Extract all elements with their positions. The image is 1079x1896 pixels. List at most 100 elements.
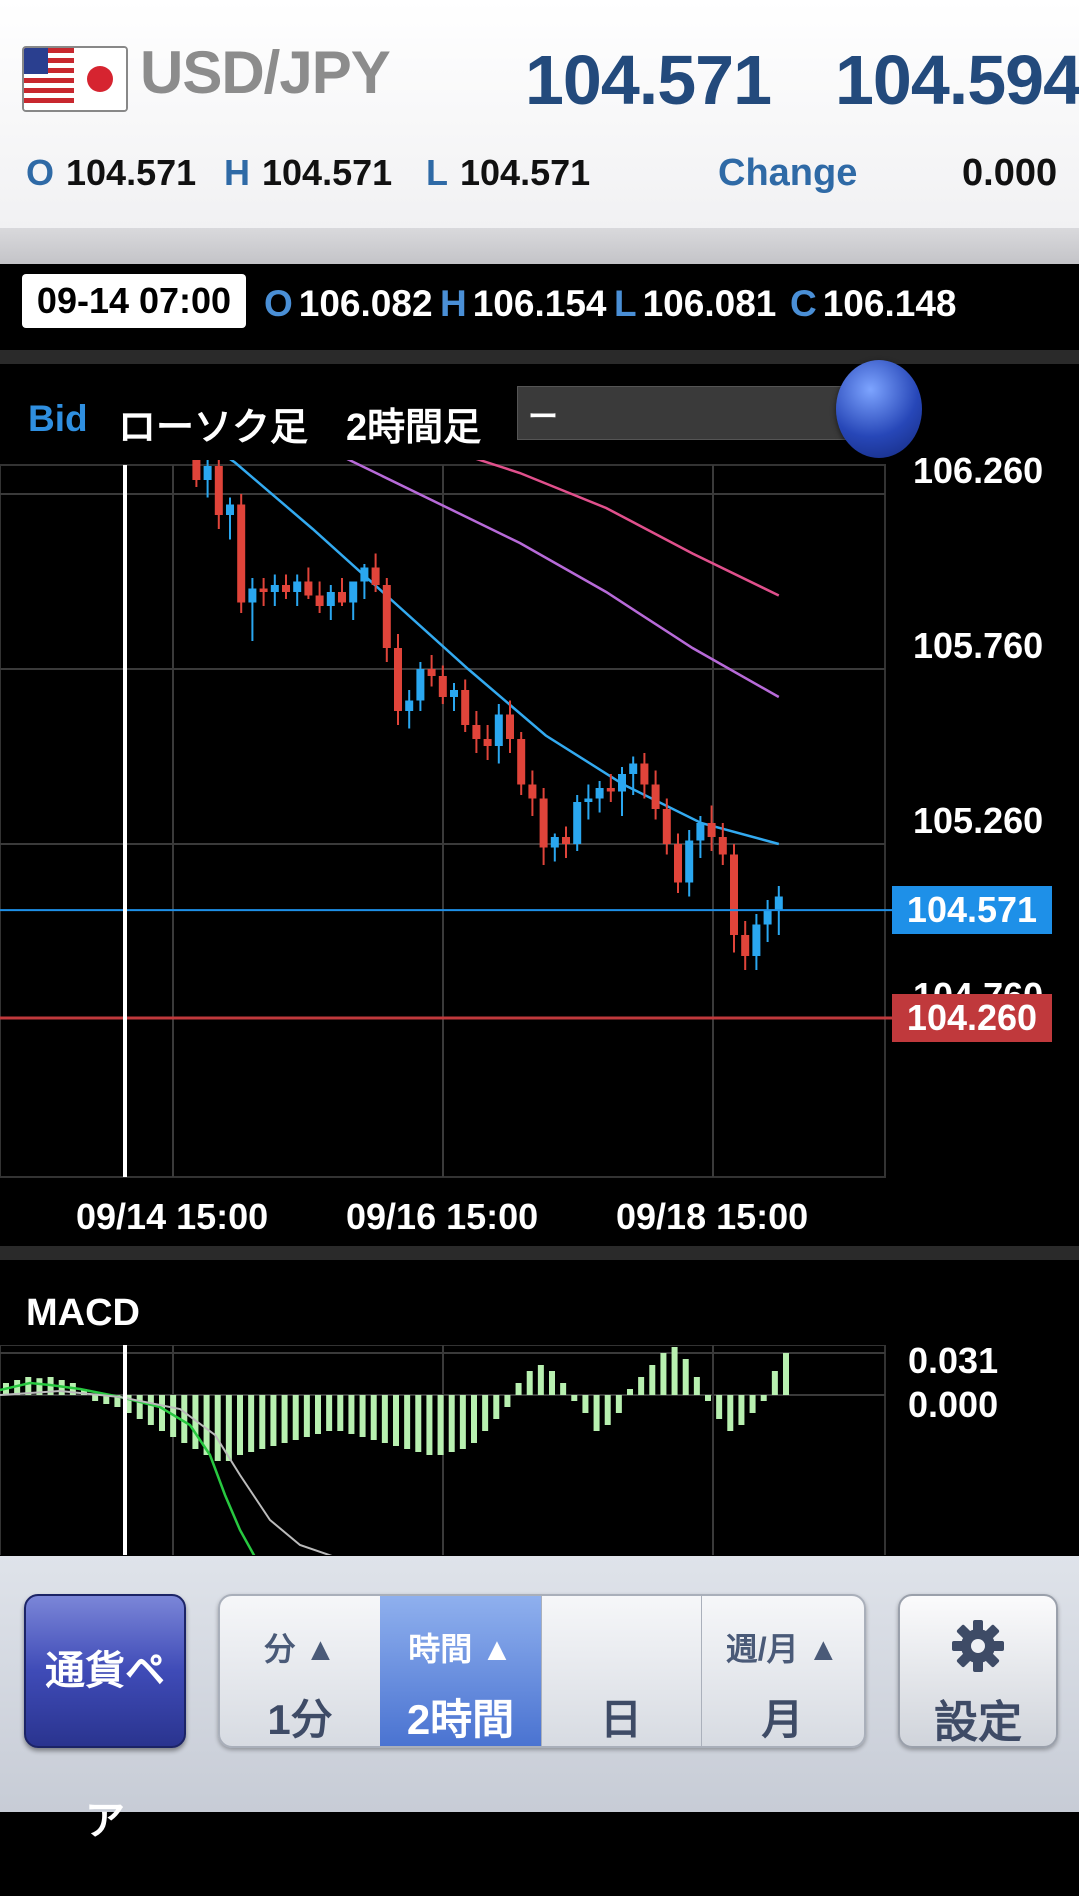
candle-body (371, 567, 380, 585)
candle-body (696, 823, 705, 841)
macd-histogram-bar (448, 1395, 455, 1452)
segment-top-label: 週/月 ▲ (725, 1631, 840, 1667)
candle-body (472, 725, 481, 739)
candle-body (640, 763, 649, 785)
macd-histogram-bar (615, 1395, 622, 1413)
candle-body (349, 581, 358, 603)
candle-body (662, 809, 671, 844)
macd-histogram-bar (738, 1395, 745, 1425)
settings-button[interactable]: 設定 (898, 1594, 1058, 1748)
candle-body (741, 935, 750, 956)
header-divider (0, 228, 1079, 264)
candle-body (382, 585, 391, 648)
macd-histogram-bar (705, 1395, 711, 1401)
timeframe-segment-2[interactable]: 日 (541, 1596, 702, 1746)
macd-histogram-bar (370, 1395, 377, 1440)
candle-body (506, 714, 514, 739)
macd-histogram-bar (159, 1395, 165, 1431)
low-value: 104.571 (460, 152, 591, 193)
moving-average-line (229, 460, 780, 846)
macd-histogram-bar (627, 1389, 633, 1395)
candle-body (573, 802, 582, 844)
macd-histogram-bar (25, 1377, 32, 1395)
candle-body (539, 798, 548, 848)
candle-body (606, 788, 615, 792)
bid-price: 104.571 (525, 41, 772, 119)
segment-bottom-label: 1分 (267, 1696, 333, 1743)
chart-scroll-slider[interactable] (517, 386, 863, 440)
macd-histogram-bar (638, 1377, 645, 1395)
y-tick-label: 106.260 (913, 450, 1044, 491)
candle-body (304, 581, 313, 596)
macd-histogram-bar (303, 1395, 310, 1437)
macd-histogram-bar (783, 1353, 789, 1395)
candle-body (405, 700, 414, 711)
macd-histogram-bar (493, 1395, 500, 1419)
macd-y-tick: 0.031 (908, 1340, 999, 1381)
macd-histogram-bar (359, 1395, 366, 1437)
macd-histogram-bar (771, 1371, 778, 1395)
macd-histogram-bar (549, 1371, 555, 1395)
open-value: 104.571 (66, 152, 197, 193)
cursor-open: O 106.082 (264, 283, 433, 325)
cursor-low-value: 106.081 (642, 283, 777, 324)
open-stat: O 104.571 (26, 152, 196, 194)
segment-top-label: 時間 ▲ (408, 1631, 513, 1667)
cursor-high-key: H (440, 283, 467, 324)
cursor-open-key: O (264, 283, 293, 324)
slider-knob[interactable] (836, 360, 922, 458)
timeframe-segment-0[interactable]: 分 ▲ 1分 (220, 1596, 381, 1746)
candle-body (483, 739, 492, 746)
candlestick-chart[interactable] (0, 460, 1079, 1200)
candle-body (517, 739, 526, 785)
candle-body (360, 567, 369, 582)
current-price-tag: 104.571 (892, 886, 1052, 935)
currency-pair-label[interactable]: USD/JPY (140, 39, 391, 106)
macd-histogram-bar (248, 1395, 255, 1452)
cursor-high: H 106.154 (440, 283, 606, 325)
timeframe-segment-3[interactable]: 週/月 ▲ 月 (701, 1596, 864, 1746)
cursor-high-value: 106.154 (472, 283, 607, 324)
candle-body (270, 585, 279, 592)
macd-histogram-bar (682, 1359, 689, 1395)
macd-histogram-bar (593, 1395, 600, 1431)
gear-icon (952, 1620, 1004, 1672)
macd-histogram-bar (671, 1347, 678, 1395)
macd-histogram-bar (716, 1395, 723, 1419)
macd-y-tick: 0.000 (908, 1384, 999, 1425)
macd-histogram-bar (404, 1395, 411, 1449)
currency-flag-icon (22, 46, 128, 112)
macd-histogram-bar (326, 1395, 333, 1431)
candle-body (550, 837, 559, 848)
macd-histogram-bar (192, 1395, 199, 1449)
macd-line (0, 1381, 256, 1555)
macd-histogram-bar (147, 1395, 154, 1425)
candle-body (528, 784, 537, 799)
change-value: 0.000 (962, 152, 1058, 194)
macd-histogram-bar (225, 1395, 232, 1461)
candle-body (237, 504, 246, 603)
macd-histogram-bar (727, 1395, 734, 1431)
timeframe-segment-1[interactable]: 時間 ▲ 2時間 (380, 1596, 542, 1746)
cursor-close-value: 106.148 (822, 283, 957, 324)
macd-histogram-bar (437, 1395, 444, 1455)
y-tick-label: 105.760 (913, 625, 1044, 666)
x-tick-label: 09/14 15:00 (76, 1196, 269, 1237)
chart-title: ローソク足 2時間足 (118, 407, 482, 449)
cursor-low-key: L (614, 283, 637, 324)
macd-histogram-bar (504, 1395, 511, 1407)
macd-histogram-bar (760, 1395, 767, 1401)
currency-pair-button[interactable]: 通貨ペア (24, 1594, 186, 1843)
candle-body (282, 585, 290, 592)
cursor-open-value: 106.082 (298, 283, 433, 324)
candle-body (450, 690, 458, 697)
candle-body (774, 896, 783, 911)
macd-histogram-bar (660, 1353, 667, 1395)
macd-histogram-bar (214, 1395, 221, 1461)
macd-histogram-bar (103, 1395, 110, 1404)
macd-histogram-bar (337, 1395, 344, 1431)
y-tick-label: 105.260 (913, 800, 1044, 841)
candle-body (730, 854, 738, 935)
macd-histogram-bar (81, 1389, 87, 1395)
macd-chart[interactable] (0, 1345, 1079, 1555)
